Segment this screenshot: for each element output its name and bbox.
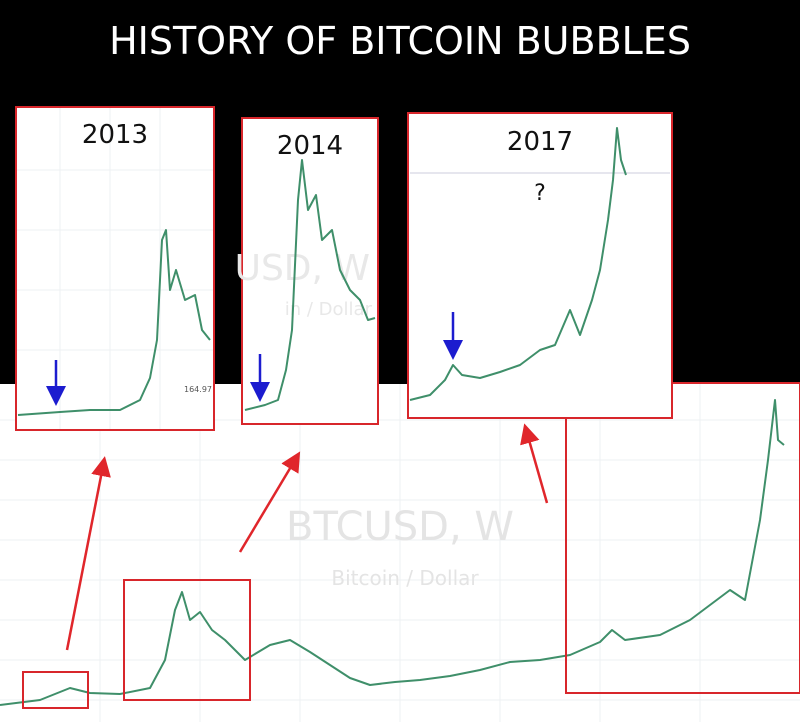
inset-grid xyxy=(17,108,213,429)
price-line xyxy=(0,399,785,706)
inset-label: 2017 xyxy=(507,127,573,157)
watermark-name: Bitcoin / Dollar xyxy=(331,566,479,590)
highlight-2014 xyxy=(123,579,251,701)
highlight-2013 xyxy=(22,671,89,709)
inset-label: 2013 xyxy=(82,120,148,150)
arrow-2013 xyxy=(65,456,111,651)
inset-2017 xyxy=(407,112,673,419)
highlight-2017 xyxy=(565,382,800,694)
price-tag: 164.97 xyxy=(184,385,212,394)
watermark-symbol: BTCUSD, W xyxy=(286,504,514,550)
inset-price-2013 xyxy=(17,229,211,416)
inset-price-2014 xyxy=(244,159,376,411)
inset-watermark-symbol: USD, W xyxy=(235,248,370,289)
arrow-2014 xyxy=(238,451,301,553)
arrow-2017 xyxy=(520,423,549,504)
title: HISTORY OF BITCOIN BUBBLES xyxy=(109,19,691,63)
inset-2013 xyxy=(15,106,215,431)
inset-price-2017 xyxy=(409,127,627,401)
inset-note: ? xyxy=(534,181,546,206)
inset-label: 2014 xyxy=(277,131,343,161)
inset-watermark-name: in / Dollar xyxy=(285,299,373,320)
inset-2014 xyxy=(241,117,379,425)
